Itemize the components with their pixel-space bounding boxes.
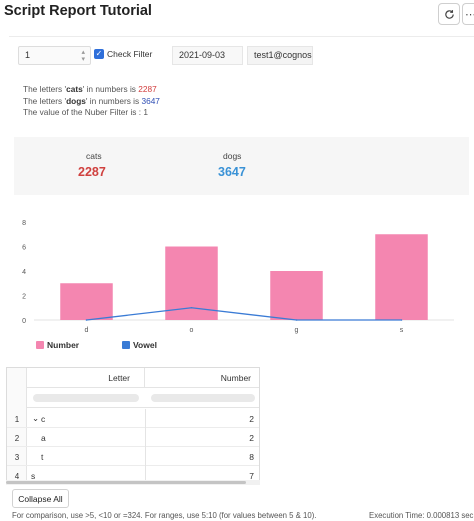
cell-letter: c: [41, 414, 46, 424]
column-header-number[interactable]: Number: [220, 373, 251, 383]
message-cats: The letters 'cats' in numbers is 2287: [23, 84, 157, 94]
number-filter-select[interactable]: 1 ▴ ▾: [18, 46, 91, 65]
vowel-point-g: [295, 319, 298, 321]
more-icon: ⋯: [465, 8, 474, 21]
y-tick-label: 6: [22, 245, 26, 252]
number-filter-input[interactable]: [151, 394, 255, 402]
x-tick-label: s: [400, 327, 404, 334]
page-title: Script Report Tutorial: [4, 3, 152, 19]
kpi-cats-label: cats: [86, 151, 102, 161]
checkmark-icon: ✓: [95, 49, 103, 58]
message-dogs: The letters 'dogs' in numbers is 3647: [23, 96, 160, 106]
table-row[interactable]: 4 s 7: [7, 466, 259, 484]
chart-svg: 0 2 4 6 8 d o g s: [22, 220, 454, 334]
table-row[interactable]: 3 t 8: [7, 447, 259, 466]
cell-number: 2: [249, 433, 254, 443]
execution-time: Execution Time: 0.000813 sec: [369, 511, 474, 520]
table-row[interactable]: 1 ⌄ c 2: [7, 409, 259, 428]
y-tick-label: 2: [22, 294, 26, 301]
number-filter-value: 1: [25, 50, 31, 60]
grid-filter-row: [27, 388, 259, 408]
data-grid: Letter Number 1 ⌄ c 2 2 a 2 3 t 8 4 s 7: [6, 367, 260, 485]
bar-line-chart: 0 2 4 6 8 d o g s: [14, 214, 469, 374]
kpi-dogs-value: 3647: [218, 165, 246, 179]
x-tick-label: d: [85, 327, 89, 334]
row-index: 1: [14, 415, 20, 424]
row-index: 3: [14, 453, 20, 462]
legend-number-label[interactable]: Number: [47, 340, 80, 350]
message-cats-value: 2287: [138, 84, 157, 94]
more-button[interactable]: ⋯: [462, 3, 474, 25]
grid-header: Letter Number: [27, 368, 259, 388]
message-filter-value: The value of the Nuber Filter is : 1: [23, 107, 148, 117]
chevron-down-icon[interactable]: ⌄: [32, 413, 40, 423]
legend-number-swatch: [36, 341, 44, 349]
row-index: 4: [14, 472, 20, 481]
cell-letter: a: [41, 433, 46, 443]
legend-vowel-swatch: [122, 341, 130, 349]
grid-horizontal-scrollbar[interactable]: [6, 480, 260, 485]
kpi-dogs-label: dogs: [223, 151, 242, 161]
message-dogs-prefix: The letters ': [23, 96, 67, 106]
y-tick-label: 0: [22, 318, 26, 325]
row-index-column: [7, 368, 27, 484]
check-filter-label: Check Filter: [107, 49, 153, 59]
bar-d: [60, 283, 113, 320]
collapse-all-button[interactable]: Collapse All: [12, 489, 69, 508]
updown-arrows-icon: ▴ ▾: [81, 49, 85, 63]
message-dogs-middle: ' in numbers is: [85, 96, 142, 106]
bar-s: [375, 234, 428, 320]
filter-hint: For comparison, use >5, <10 or =324. For…: [12, 511, 317, 520]
vowel-point-o: [190, 306, 193, 309]
vowel-series-line: [86, 307, 402, 321]
cell-number: 2: [249, 414, 254, 424]
y-tick-label: 4: [22, 269, 26, 276]
x-tick-label: g: [295, 327, 299, 334]
x-tick-label: o: [190, 327, 194, 334]
refresh-icon: [444, 9, 454, 19]
legend-vowel-label[interactable]: Vowel: [133, 340, 157, 350]
cell-divider: [145, 409, 146, 428]
cell-divider: [145, 466, 146, 484]
refresh-button[interactable]: [438, 3, 460, 25]
kpi-summary: cats 2287 dogs 3647: [14, 137, 469, 195]
cell-number: 7: [249, 471, 254, 481]
vowel-point-s: [400, 319, 403, 321]
check-filter-checkbox[interactable]: ✓: [94, 49, 104, 59]
vowel-point-d: [85, 319, 88, 321]
cell-letter: t: [41, 452, 44, 462]
message-dogs-word: dogs: [66, 96, 86, 106]
message-cats-middle: ' in numbers is: [82, 84, 139, 94]
app-header: Script Report Tutorial ⋯: [0, 0, 474, 30]
message-cats-word: cats: [66, 84, 83, 94]
filter-bar: 1 ▴ ▾ ✓ Check Filter 2021-09-03 test1@cog…: [9, 44, 469, 66]
message-cats-prefix: The letters ': [23, 84, 67, 94]
table-row[interactable]: 2 a 2: [7, 428, 259, 447]
message-dogs-value: 3647: [141, 96, 160, 106]
letter-filter-input[interactable]: [33, 394, 139, 402]
cell-divider: [145, 447, 146, 466]
cell-divider: [145, 428, 146, 447]
bar-o: [165, 246, 218, 320]
cell-number: 8: [249, 452, 254, 462]
date-filter-input[interactable]: 2021-09-03: [172, 46, 243, 65]
bar-g: [270, 271, 323, 320]
column-header-letter[interactable]: Letter: [27, 368, 145, 388]
user-field[interactable]: test1@cognos: [247, 46, 313, 65]
kpi-cats-value: 2287: [78, 165, 106, 179]
cell-letter: s: [31, 471, 36, 481]
y-tick-label: 8: [22, 220, 26, 227]
scrollbar-thumb[interactable]: [6, 481, 246, 484]
row-index: 2: [14, 434, 20, 443]
